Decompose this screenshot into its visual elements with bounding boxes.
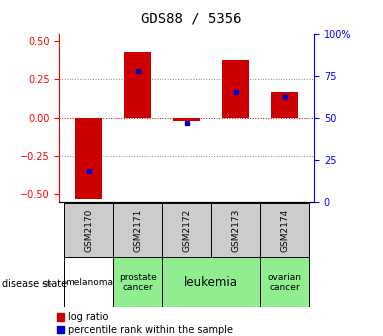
- Bar: [162, 203, 211, 257]
- Text: ovarian
cancer: ovarian cancer: [268, 272, 302, 292]
- Text: leukemia: leukemia: [184, 276, 238, 289]
- Bar: [260, 203, 309, 257]
- Bar: [211, 203, 260, 257]
- Text: GSM2172: GSM2172: [182, 209, 191, 252]
- Text: prostate
cancer: prostate cancer: [119, 272, 157, 292]
- Bar: [64, 257, 113, 307]
- Text: GSM2171: GSM2171: [133, 208, 142, 252]
- Bar: [64, 203, 113, 257]
- Legend: log ratio, percentile rank within the sample: log ratio, percentile rank within the sa…: [57, 312, 233, 335]
- Bar: [124, 52, 151, 118]
- Bar: [271, 92, 298, 118]
- Bar: [162, 257, 260, 307]
- Text: melanoma: melanoma: [65, 278, 113, 287]
- Bar: [260, 257, 309, 307]
- Bar: [173, 118, 200, 121]
- Bar: [113, 257, 162, 307]
- Text: disease state: disease state: [2, 279, 67, 289]
- Text: GDS88 / 5356: GDS88 / 5356: [141, 12, 242, 26]
- Text: GSM2173: GSM2173: [231, 208, 240, 252]
- Bar: [75, 118, 102, 199]
- Text: GSM2170: GSM2170: [84, 208, 93, 252]
- Bar: [222, 59, 249, 118]
- Bar: [113, 203, 162, 257]
- Text: GSM2174: GSM2174: [280, 209, 289, 252]
